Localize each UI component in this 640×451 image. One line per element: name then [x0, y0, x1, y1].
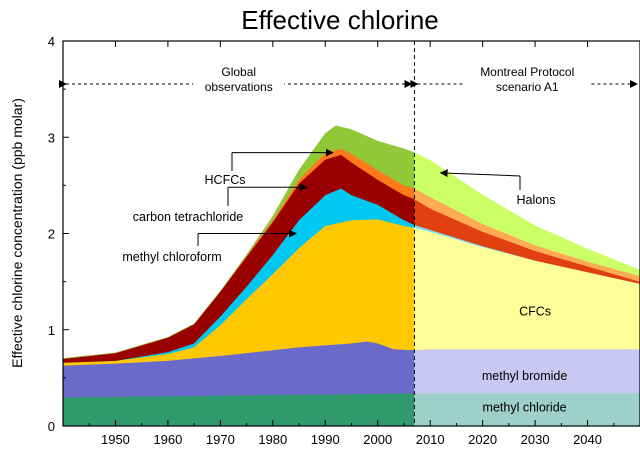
x-tick-label: 1950: [101, 432, 130, 447]
methyl-bromide-area-label: methyl bromide: [482, 369, 567, 383]
x-tick-label: 2010: [416, 432, 445, 447]
region-scenario-label-bg: [465, 62, 590, 98]
carbon-tetrachloride-callout-label: carbon tetrachloride: [133, 210, 244, 224]
x-tick-label: 2030: [521, 432, 550, 447]
axes: 1950 1960 1970 1980 1990 2000 2010 2020 2030 2040…: [48, 34, 615, 447]
halons-callout-arrow: [439, 169, 521, 178]
x-tick-label: 2040: [573, 432, 602, 447]
region-scenario-label-line: scenario A1: [496, 80, 559, 94]
methyl-chloroform-callout-label: methyl chloroform: [122, 250, 221, 264]
y-tick-label: 3: [48, 130, 55, 145]
chart-title: Effective chlorine: [241, 5, 439, 35]
y-tick-label: 4: [48, 34, 55, 49]
x-tick-label: 2000: [363, 432, 392, 447]
stacked-areas: [62, 125, 640, 427]
cfcs-area-label: CFCs: [519, 304, 551, 318]
x-tick-label: 1980: [258, 432, 287, 447]
y-tick-label: 0: [48, 419, 55, 434]
x-tick-label: 2020: [468, 432, 497, 447]
region-observations-label-bg: [193, 62, 285, 98]
halons-area-scenario: [414, 152, 640, 277]
x-tick-label: 1990: [311, 432, 340, 447]
y-axis-label: Effective chlorine concentration (ppb mo…: [9, 98, 25, 368]
x-tick-label: 1960: [153, 432, 182, 447]
methyl-chloride-area-label: methyl chloride: [483, 401, 567, 415]
halons-callout-label: Halons: [517, 193, 556, 207]
y-tick-label: 1: [48, 323, 55, 338]
hcfcs-callout-label: HCFCs: [205, 173, 246, 187]
y-tick-label: 2: [48, 227, 55, 242]
region-observations-label-line: observations: [205, 80, 273, 94]
region-observations-label-line: Global: [221, 65, 256, 79]
x-tick-label: 1970: [206, 432, 235, 447]
region-scenario-label-line: Montreal Protocol: [480, 65, 574, 79]
